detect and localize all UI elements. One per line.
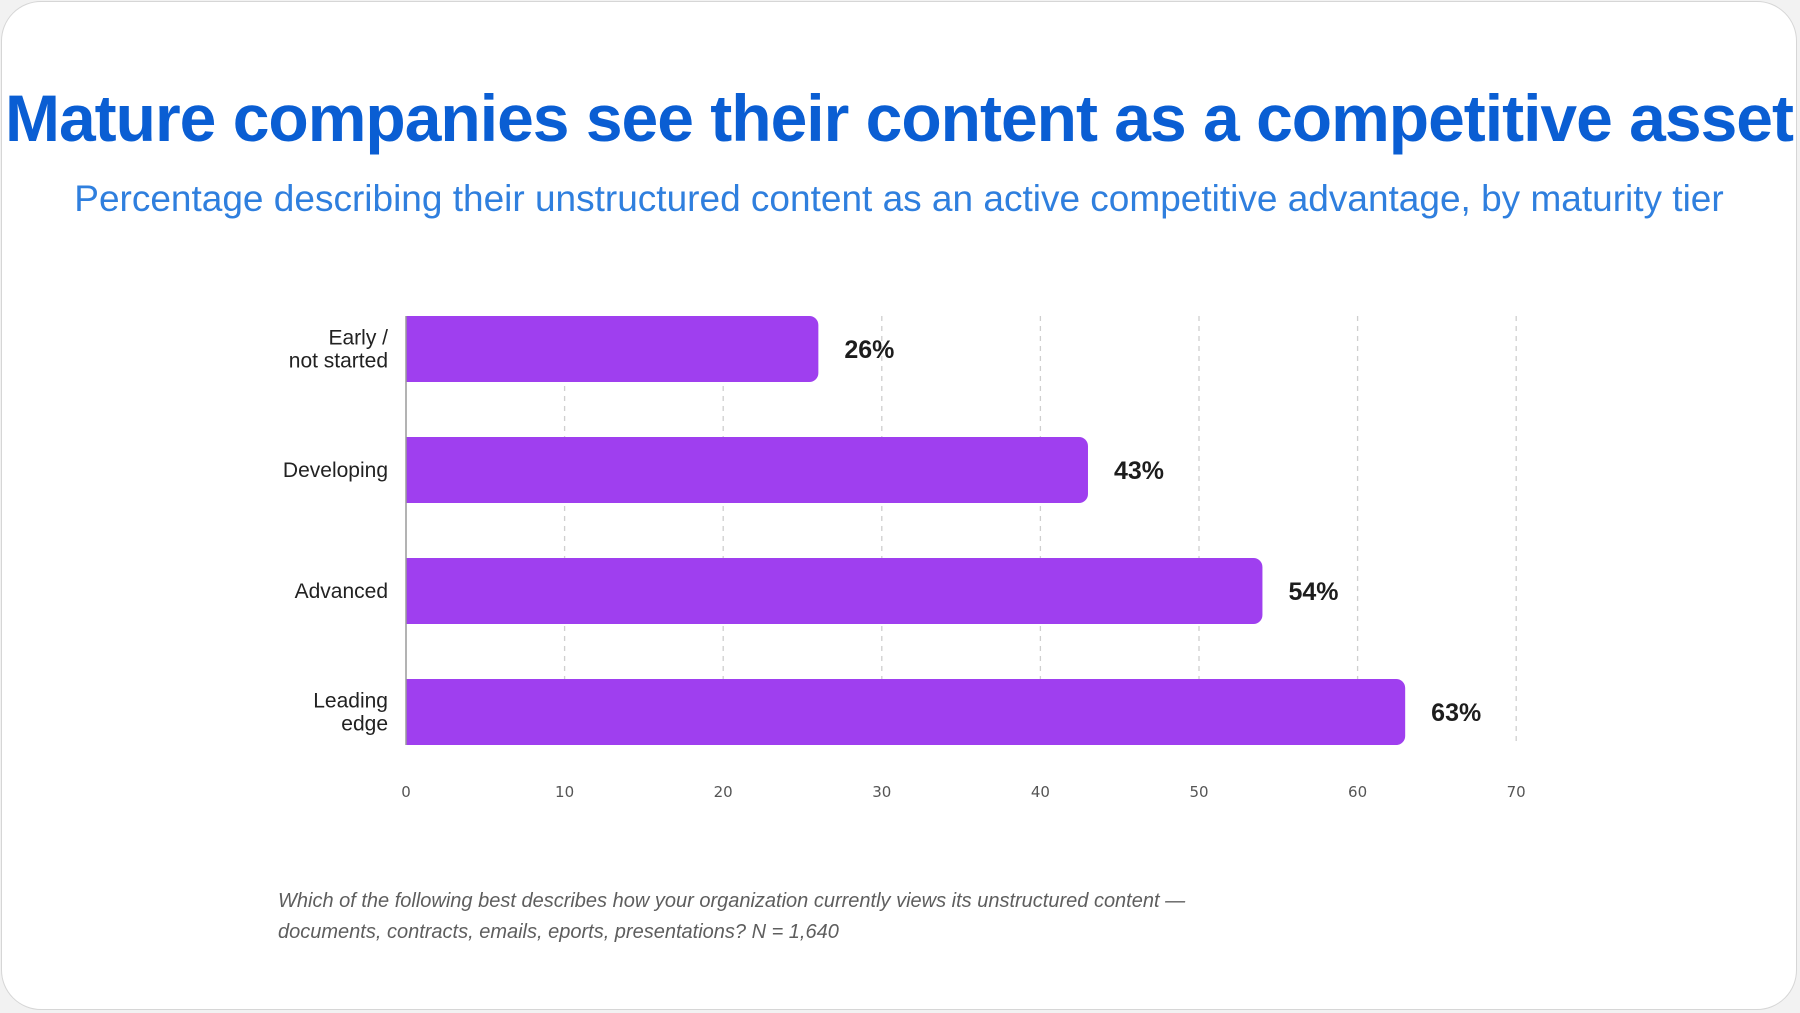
bar xyxy=(406,316,819,382)
bar xyxy=(406,558,1263,624)
bar-left-edge xyxy=(406,679,418,745)
data-label: 43% xyxy=(1114,457,1164,485)
data-label: 26% xyxy=(844,336,894,364)
bars xyxy=(406,316,1406,745)
x-tick-label: 50 xyxy=(1189,783,1208,801)
category-label-line: Leading xyxy=(313,690,388,713)
x-tick-label: 0 xyxy=(401,783,411,801)
gridlines xyxy=(563,316,1517,745)
category-label: Leading edge xyxy=(313,690,388,736)
category-label: Early / not started xyxy=(289,327,388,373)
x-tick-label: 40 xyxy=(1031,783,1050,801)
category-label-line: Developing xyxy=(283,459,388,482)
x-tick-label: 70 xyxy=(1507,783,1526,801)
x-tick-label: 20 xyxy=(714,783,733,801)
data-label: 63% xyxy=(1431,699,1481,727)
labels: 26% Early / not started 43% Developing 54% Adv… xyxy=(283,327,1481,736)
category-label-line: Early / xyxy=(328,327,388,350)
bar xyxy=(406,679,1406,745)
x-tick-label: 30 xyxy=(872,783,891,801)
category-label-line: Advanced xyxy=(295,580,388,603)
bar xyxy=(406,437,1088,503)
x-tick-label: 10 xyxy=(555,783,574,801)
footnote-line-2: documents, contracts, emails, eports, pr… xyxy=(278,921,839,943)
bar-left-edge xyxy=(406,558,418,624)
x-axis: 0 10 20 30 40 50 60 70 xyxy=(401,316,1526,801)
bar-left-edge xyxy=(406,316,418,382)
bar-left-edge xyxy=(406,437,418,503)
category-label-line: edge xyxy=(341,713,388,736)
chart-subtitle: Percentage describing their unstructured… xyxy=(74,178,1724,219)
footnote: Which of the following best describes ho… xyxy=(278,886,1278,948)
x-tick-label: 60 xyxy=(1348,783,1367,801)
category-label: Advanced xyxy=(295,580,388,603)
chart-title: Mature companies see their content as a … xyxy=(4,81,1794,155)
data-label: 54% xyxy=(1288,578,1338,606)
category-label-line: not started xyxy=(289,350,388,373)
category-label: Developing xyxy=(283,459,388,482)
footnote-line-1: Which of the following best describes ho… xyxy=(278,890,1186,912)
